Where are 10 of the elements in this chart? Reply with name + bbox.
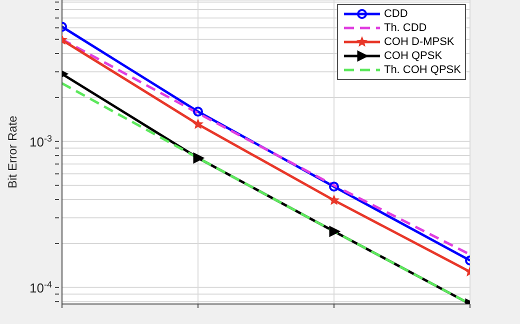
point — [329, 226, 340, 237]
legend-label: Th. CDD — [384, 22, 427, 34]
legend-label: COH D-MPSK — [384, 36, 454, 48]
point — [193, 152, 204, 164]
legend-label: Th. COH QPSK — [384, 64, 461, 76]
y-tick-label: 10$^{-3}$ — [30, 133, 52, 150]
y-axis-title: Bit Error Rate — [5, 115, 20, 188]
legend-label: CDD — [384, 8, 408, 20]
y-tick-label: 10$^{-4}$ — [30, 279, 52, 296]
legend-label: COH QPSK — [384, 50, 442, 62]
